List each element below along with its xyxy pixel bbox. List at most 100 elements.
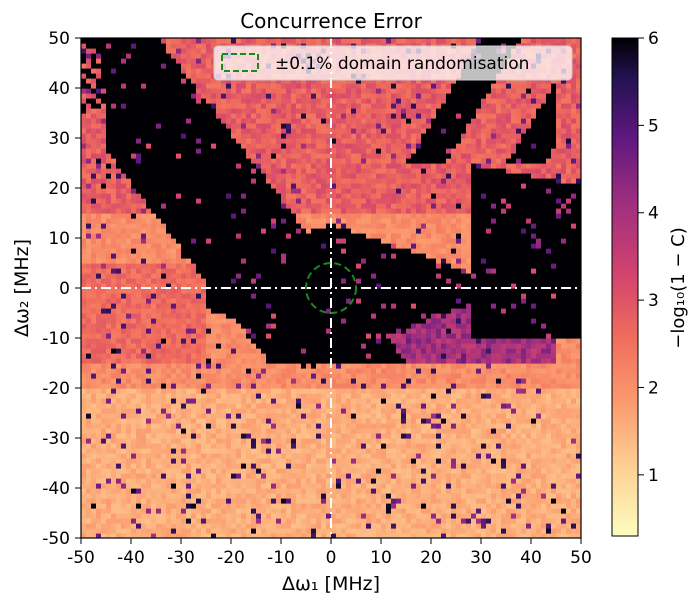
- heatmap-cell: [176, 418, 182, 424]
- heatmap-cell: [141, 198, 147, 204]
- heatmap-cell: [81, 263, 87, 269]
- heatmap-cell: [206, 323, 212, 329]
- heatmap-cell: [141, 113, 147, 119]
- heatmap-cell: [301, 303, 307, 309]
- heatmap-cell: [96, 333, 102, 339]
- heatmap-cell: [166, 363, 172, 369]
- heatmap-cell: [161, 338, 167, 344]
- heatmap-cell: [176, 43, 182, 49]
- heatmap-cell: [311, 273, 317, 279]
- heatmap-cell: [111, 118, 117, 124]
- heatmap-cell: [256, 493, 262, 499]
- heatmap-cell: [321, 178, 327, 184]
- heatmap-cell: [211, 233, 217, 239]
- heatmap-cell: [206, 483, 212, 489]
- heatmap-cell: [166, 428, 172, 434]
- heatmap-cell: [176, 48, 182, 54]
- heatmap-cell: [91, 293, 97, 299]
- heatmap-cell: [146, 373, 152, 379]
- heatmap-cell: [326, 283, 332, 289]
- heatmap-cell: [256, 448, 262, 454]
- heatmap-cell: [256, 443, 262, 449]
- heatmap-cell: [86, 448, 92, 454]
- heatmap-cell: [201, 533, 207, 538]
- heatmap-cell: [226, 258, 232, 264]
- heatmap-cell: [246, 98, 252, 104]
- heatmap-cell: [81, 48, 87, 54]
- heatmap-cell: [186, 158, 192, 164]
- heatmap-cell: [86, 478, 92, 484]
- heatmap-cell: [186, 393, 192, 399]
- heatmap-cell: [96, 283, 102, 289]
- heatmap-cell: [116, 68, 122, 74]
- heatmap-cell: [161, 438, 167, 444]
- heatmap-cell: [266, 343, 272, 349]
- heatmap-cell: [111, 338, 117, 344]
- heatmap-cell: [106, 348, 112, 354]
- heatmap-cell: [151, 503, 157, 509]
- heatmap-cell: [151, 518, 157, 524]
- heatmap-cell: [146, 263, 152, 269]
- heatmap-cell: [236, 423, 242, 429]
- heatmap-cell: [206, 353, 212, 359]
- heatmap-cell: [171, 193, 177, 199]
- heatmap-cell: [206, 453, 212, 459]
- heatmap-cell: [251, 78, 257, 84]
- heatmap-cell: [321, 138, 327, 144]
- heatmap-cell: [96, 468, 102, 474]
- heatmap-cell: [116, 308, 122, 314]
- heatmap-cell: [301, 313, 307, 319]
- heatmap-cell: [236, 508, 242, 514]
- heatmap-cell: [236, 218, 242, 224]
- heatmap-cell: [156, 283, 162, 289]
- heatmap-cell: [181, 503, 187, 509]
- heatmap-cell: [321, 273, 327, 279]
- heatmap-cell: [116, 398, 122, 404]
- heatmap-cell: [221, 233, 227, 239]
- heatmap-cell: [206, 153, 212, 159]
- heatmap-cell: [281, 473, 287, 479]
- heatmap-cell: [216, 298, 222, 304]
- heatmap-cell: [231, 403, 237, 409]
- heatmap-cell: [276, 233, 282, 239]
- heatmap-cell: [156, 83, 162, 89]
- heatmap-cell: [291, 148, 297, 154]
- heatmap-cell: [226, 293, 232, 299]
- heatmap-cell: [206, 313, 212, 319]
- heatmap-cell: [276, 293, 282, 299]
- heatmap-cell: [276, 498, 282, 504]
- heatmap-cell: [261, 528, 267, 534]
- heatmap-cell: [141, 438, 147, 444]
- heatmap-cell: [181, 178, 187, 184]
- heatmap-cell: [241, 83, 247, 89]
- heatmap-cell: [316, 498, 322, 504]
- heatmap-cell: [211, 148, 217, 154]
- heatmap-cell: [221, 138, 227, 144]
- heatmap-cell: [186, 208, 192, 214]
- heatmap-cell: [211, 193, 217, 199]
- heatmap-cell: [141, 218, 147, 224]
- heatmap-cell: [201, 428, 207, 434]
- heatmap-cell: [276, 503, 282, 509]
- heatmap-cell: [291, 163, 297, 169]
- heatmap-cell: [146, 353, 152, 359]
- heatmap-cell: [206, 348, 212, 354]
- heatmap-cell: [91, 503, 97, 509]
- heatmap-cell: [271, 308, 277, 314]
- heatmap-cell: [126, 208, 132, 214]
- heatmap-cell: [281, 248, 287, 254]
- heatmap-cell: [301, 343, 307, 349]
- heatmap-cell: [146, 118, 152, 124]
- heatmap-cell: [116, 83, 122, 89]
- heatmap-cell: [256, 508, 262, 514]
- heatmap-cell: [326, 173, 332, 179]
- heatmap-cell: [166, 483, 172, 489]
- heatmap-cell: [236, 83, 242, 89]
- heatmap-cell: [111, 248, 117, 254]
- heatmap-cell: [281, 198, 287, 204]
- heatmap-cell: [256, 408, 262, 414]
- heatmap-cell: [316, 183, 322, 189]
- heatmap-cell: [141, 108, 147, 114]
- heatmap-cell: [81, 158, 87, 164]
